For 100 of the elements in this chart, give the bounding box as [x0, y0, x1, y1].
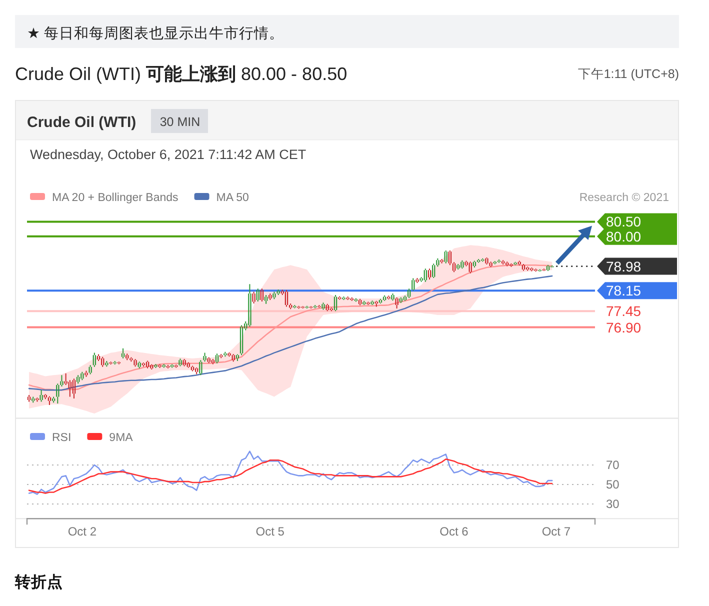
annotation: Wednesday, October 6, 2021 7:11:42 AM CET	[30, 147, 306, 162]
candlestick	[264, 295, 268, 304]
candlestick	[403, 296, 407, 301]
candlestick	[178, 358, 182, 366]
candlestick	[338, 296, 342, 300]
candlestick	[370, 300, 374, 305]
candlestick	[293, 305, 296, 308]
candlestick	[318, 305, 321, 308]
candlestick	[452, 262, 456, 272]
candlestick	[342, 296, 346, 300]
candlestick	[215, 354, 219, 364]
candlestick	[506, 262, 509, 266]
candlestick	[252, 292, 256, 304]
annotation: Research © 2021	[579, 192, 669, 204]
candlestick	[48, 396, 52, 405]
candlestick	[399, 297, 402, 303]
candlestick	[40, 390, 43, 402]
candlestick	[362, 300, 366, 305]
ref-line-label: 78.15	[606, 282, 642, 299]
candlestick	[186, 362, 190, 368]
x-tick-label: Oct 7	[542, 524, 571, 539]
candlestick	[105, 361, 108, 367]
candlestick	[448, 250, 452, 266]
candlestick	[162, 364, 166, 368]
legend-label: MA 50	[216, 192, 249, 204]
x-tick-label: Oct 6	[440, 524, 469, 539]
candlestick	[472, 260, 476, 268]
candlestick	[101, 356, 104, 367]
candlestick	[330, 308, 334, 312]
candlestick	[52, 396, 56, 403]
legend-label: RSI	[52, 432, 72, 444]
candlestick	[518, 260, 521, 266]
candlestick	[203, 352, 206, 362]
candlestick	[284, 290, 288, 307]
chart-title: Crude Oil (WTI) 可能上涨到 80.00 - 80.50	[15, 64, 348, 84]
candlestick	[489, 262, 492, 268]
candlestick	[80, 372, 84, 380]
candlestick	[444, 250, 448, 264]
candlestick	[248, 284, 252, 327]
candlestick	[436, 258, 440, 267]
ref-line-label: 80.00	[606, 228, 642, 244]
candlestick	[224, 352, 227, 357]
candlestick	[514, 262, 517, 266]
candlestick	[534, 268, 538, 272]
candlestick	[485, 257, 488, 265]
candlestick	[150, 364, 154, 370]
candlestick	[510, 263, 513, 267]
candlestick	[174, 364, 178, 368]
candlestick	[440, 258, 444, 264]
line-series	[28, 458, 553, 494]
text: ★ 每日和每周图表也显示出牛市行情。	[27, 25, 284, 42]
candlestick	[326, 304, 329, 312]
candlestick	[142, 362, 146, 367]
candlestick	[220, 354, 223, 358]
candlestick	[350, 297, 354, 301]
text: 转折点	[14, 573, 63, 591]
candlestick	[268, 294, 272, 300]
candlestick	[146, 360, 150, 368]
candlestick	[476, 258, 480, 263]
legend-label: 9MA	[109, 432, 134, 444]
candlestick	[117, 362, 121, 364]
candlestick	[240, 325, 244, 356]
candlestick	[322, 302, 325, 310]
candlestick	[130, 357, 133, 362]
candlestick	[211, 358, 215, 364]
candlestick	[358, 298, 362, 306]
candlestick	[170, 364, 174, 368]
candlestick	[276, 289, 280, 296]
candlestick	[88, 365, 92, 374]
candlestick	[546, 264, 550, 271]
candlestick	[288, 304, 292, 310]
y-tick-label: 50	[606, 477, 620, 492]
candlestick	[522, 264, 526, 271]
candlestick	[92, 352, 96, 367]
candlestick	[366, 302, 370, 305]
candlestick	[395, 297, 398, 309]
candlestick	[412, 278, 415, 291]
candlestick	[378, 298, 382, 304]
candlestick	[207, 357, 210, 364]
candlestick	[72, 378, 76, 399]
candlestick	[121, 348, 125, 358]
candlestick	[313, 305, 317, 308]
candlestick	[260, 288, 264, 302]
ref-line-label: 76.90	[606, 319, 642, 336]
candlestick	[456, 264, 460, 270]
candlestick	[190, 366, 194, 372]
candlestick	[391, 294, 394, 301]
ref-line-label: 77.45	[606, 303, 642, 320]
candlestick	[109, 362, 112, 365]
candlestick	[387, 296, 390, 300]
candlestick	[232, 354, 235, 362]
candlestick	[134, 358, 137, 367]
candlestick	[538, 269, 542, 272]
candlestick	[44, 394, 47, 400]
candlestick	[32, 396, 35, 403]
candlestick	[526, 266, 530, 271]
candlestick	[432, 264, 436, 278]
candlestick	[76, 375, 80, 384]
candlestick	[374, 300, 378, 307]
candlestick	[530, 267, 534, 272]
